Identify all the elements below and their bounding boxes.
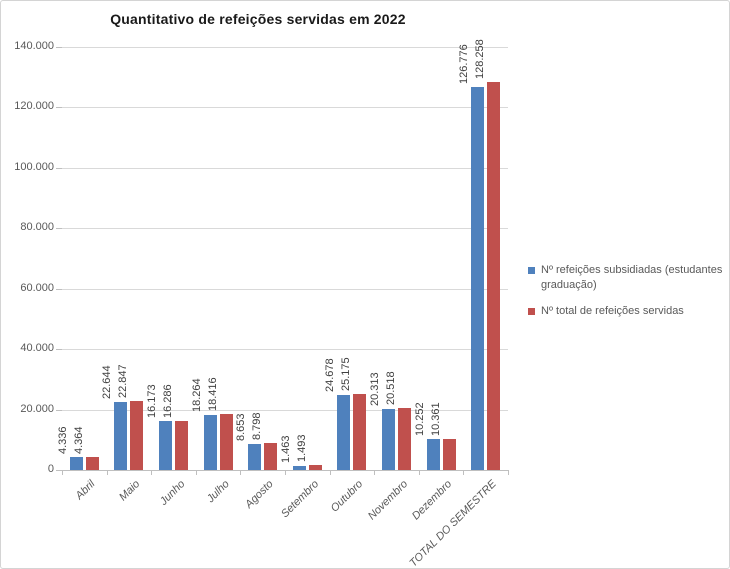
x-axis-label: TOTAL DO SEMESTRE xyxy=(407,478,500,569)
x-axis-label: Outubro xyxy=(328,478,366,515)
bar-value-label: 4.364 xyxy=(72,426,85,454)
bar-value-label: 20.313 xyxy=(369,372,381,406)
gridline xyxy=(62,228,508,230)
bar-value-label: 8.798 xyxy=(251,412,264,440)
x-axis-tick xyxy=(329,470,331,475)
y-axis-label: 120.000 xyxy=(14,100,54,113)
bar-subsidiadas xyxy=(69,457,83,470)
x-axis-label: Maio xyxy=(117,478,143,504)
bar-total xyxy=(130,401,144,470)
x-axis-tick xyxy=(62,470,63,475)
bar-total xyxy=(85,457,99,470)
bar-value-label: 1.463 xyxy=(279,435,292,463)
y-axis-label: 140.000 xyxy=(14,40,54,52)
bar-value-label: 126.776 xyxy=(458,44,471,84)
bar-subsidiadas xyxy=(292,466,306,470)
bar-value-label: 22.847 xyxy=(117,364,130,398)
bar-value-label: 4.336 xyxy=(56,426,69,454)
bar-total xyxy=(175,421,188,470)
x-axis-tick xyxy=(240,470,242,475)
bar-subsidiadas xyxy=(159,421,172,470)
bar-total xyxy=(487,82,501,470)
bar-subsidiadas xyxy=(471,87,485,470)
x-axis-label: Dezembro xyxy=(410,478,455,523)
x-axis-label: Novembro xyxy=(365,478,410,523)
bar-subsidiadas xyxy=(426,439,440,470)
gridline xyxy=(62,349,508,351)
y-axis-label: 100.000 xyxy=(14,160,54,173)
bar-value-label: 16.286 xyxy=(162,384,174,418)
bar-total xyxy=(219,414,233,470)
bar-value-label: 18.264 xyxy=(190,378,203,412)
bar-value-label: 8.653 xyxy=(235,413,248,441)
bar-value-label: 16.173 xyxy=(146,384,158,418)
gridline xyxy=(62,288,508,290)
y-axis-tick xyxy=(56,107,62,109)
bar-subsidiadas xyxy=(382,409,395,470)
x-axis-label: Junho xyxy=(157,478,187,508)
bar-total xyxy=(353,394,367,470)
x-axis-label: Agosto xyxy=(243,478,277,511)
x-axis-tick xyxy=(195,470,197,475)
legend-label: Nº refeições subsidiadas (estudantes gra… xyxy=(541,264,723,291)
y-axis-label: 20.000 xyxy=(20,402,54,415)
bar-subsidiadas xyxy=(114,402,128,470)
bar-total xyxy=(398,408,411,470)
bar-value-label: 18.416 xyxy=(206,377,219,411)
x-axis-tick xyxy=(374,470,376,475)
x-axis-tick xyxy=(508,470,509,475)
bar-total xyxy=(442,439,456,470)
gridline xyxy=(62,107,508,109)
legend-item: Nº refeições subsidiadas (estudantes gra… xyxy=(528,263,726,293)
legend-marker-icon xyxy=(528,267,535,274)
x-axis-label: Julho xyxy=(204,478,232,506)
x-axis-tick xyxy=(151,470,153,475)
y-axis-tick xyxy=(56,167,62,169)
y-axis-tick xyxy=(56,349,62,351)
gridline xyxy=(62,47,508,48)
y-axis-label: 0 xyxy=(47,463,54,475)
plot-area: 4.336 4.364 22.644 22.847 16.173 16.286 18.264… xyxy=(57,39,508,471)
bar-value-label: 25.175 xyxy=(340,357,353,391)
y-axis-tick xyxy=(56,47,62,48)
x-axis-label: Setembro xyxy=(278,478,321,521)
y-axis-tick xyxy=(56,470,62,471)
bar-subsidiadas xyxy=(203,415,217,470)
bar-value-label: 10.361 xyxy=(429,402,442,436)
bar-subsidiadas xyxy=(248,444,262,470)
x-axis-label: Abril xyxy=(73,478,98,503)
bar-total xyxy=(264,443,278,470)
legend: Nº refeições subsidiadas (estudantes gra… xyxy=(528,263,726,319)
bar-total xyxy=(308,465,322,470)
bar-value-label: 20.518 xyxy=(385,371,397,405)
bar-value-label: 128.258 xyxy=(474,39,487,79)
x-axis-tick xyxy=(418,470,420,475)
x-axis-tick xyxy=(463,470,465,475)
y-axis-tick xyxy=(56,409,62,411)
gridline xyxy=(62,409,508,411)
y-axis-label: 40.000 xyxy=(20,342,54,355)
y-axis-label: 80.000 xyxy=(20,221,54,234)
bar-value-label: 22.644 xyxy=(101,365,114,399)
y-axis-tick xyxy=(56,228,62,230)
x-axis-tick xyxy=(106,470,108,475)
legend-label: Nº total de refeições servidas xyxy=(541,305,684,317)
legend-marker-icon xyxy=(528,308,535,315)
bar-value-label: 1.493 xyxy=(295,434,308,462)
bar-value-label: 10.252 xyxy=(413,402,426,436)
bar-value-label: 24.678 xyxy=(324,358,337,392)
gridline xyxy=(62,167,508,169)
x-axis-tick xyxy=(285,470,286,475)
y-axis-tick xyxy=(56,288,62,290)
chart-title: Quantitativo de refeições servidas em 20… xyxy=(110,11,406,27)
y-axis-label: 60.000 xyxy=(20,281,54,294)
bar-subsidiadas xyxy=(337,395,351,470)
legend-item: Nº total de refeições servidas xyxy=(528,304,726,319)
